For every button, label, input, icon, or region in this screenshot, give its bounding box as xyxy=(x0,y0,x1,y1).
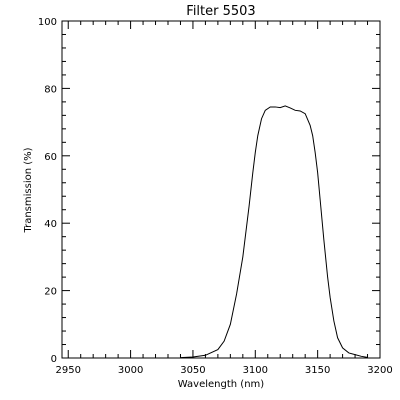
y-tick-label: 40 xyxy=(44,219,57,230)
y-axis-label: Transmission (%) xyxy=(23,147,34,233)
x-tick-label: 3100 xyxy=(243,365,268,376)
y-tick-label: 20 xyxy=(44,287,57,298)
axis-ticks: 2950 3000 3050 3100 3150 3200 0 20 40 60 80 100 xyxy=(38,17,393,376)
x-tick-label: 3150 xyxy=(305,365,330,376)
x-tick-label: 3050 xyxy=(180,365,205,376)
series-line xyxy=(180,105,368,359)
plot-frame xyxy=(61,20,381,359)
x-tick-label: 3000 xyxy=(118,365,143,376)
y-tick-label: 0 xyxy=(51,354,57,365)
y-tick-label: 60 xyxy=(44,152,57,163)
x-tick-label: 2950 xyxy=(56,365,81,376)
chart-title: Filter 5503 xyxy=(186,4,255,19)
x-axis-label: Wavelength (nm) xyxy=(178,379,264,390)
y-tick-label: 100 xyxy=(38,17,57,28)
x-tick-label: 3200 xyxy=(367,365,392,376)
y-tick-label: 80 xyxy=(44,84,57,95)
